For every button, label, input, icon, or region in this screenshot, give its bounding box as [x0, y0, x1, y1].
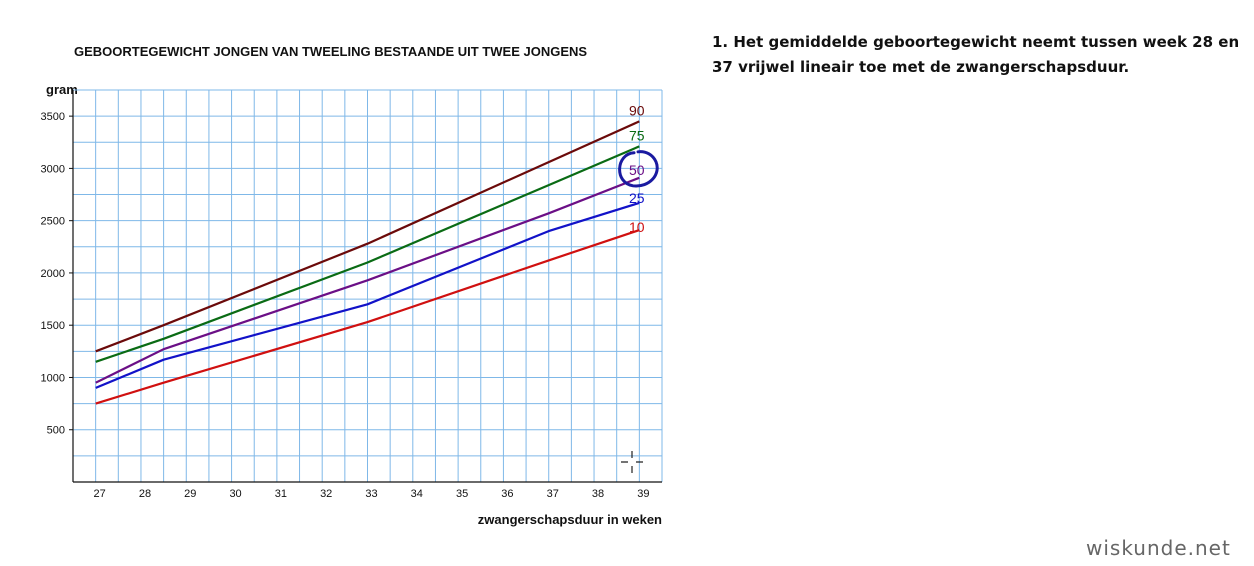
x-tick-label: 39: [637, 488, 649, 500]
x-tick-label: 31: [275, 488, 287, 500]
series-line-75: [95, 145, 640, 363]
x-tick-label: 28: [139, 488, 151, 500]
x-tick-label: 27: [94, 488, 106, 500]
chart-title: GEBOORTEGEWICHT JONGEN VAN TWEELING BEST…: [74, 44, 587, 59]
grid: [72, 89, 663, 482]
axes: [69, 90, 662, 483]
highlight-circle: [618, 150, 659, 188]
x-axis-label: zwangerschapsduur in weken: [478, 512, 662, 527]
annotations: [618, 150, 659, 473]
y-tick-label: 2000: [41, 268, 65, 280]
series-label-90: 90: [629, 102, 645, 118]
x-tick-label: 38: [592, 488, 604, 500]
x-tick-label: 33: [365, 488, 377, 500]
x-tick-label: 35: [456, 488, 468, 500]
x-tick-label: 32: [320, 488, 332, 500]
explanation-note: 1. Het gemiddelde geboortegewicht neemt …: [712, 33, 1240, 76]
x-tick-label: 29: [184, 488, 196, 500]
y-tick-label: 1000: [41, 372, 65, 384]
series-label-50: 50: [629, 162, 645, 178]
y-tick-label: 3500: [41, 111, 65, 123]
y-axis-label: gram: [46, 82, 78, 97]
series-line-50: [95, 176, 640, 384]
crosshair-cursor-icon: [621, 451, 643, 473]
series-label-75: 75: [629, 127, 645, 143]
y-tick-label: 500: [47, 425, 65, 437]
series-line-10: [95, 229, 640, 405]
x-tick-label: 37: [547, 488, 559, 500]
series-label-25: 25: [629, 190, 645, 206]
chart: GEBOORTEGEWICHT JONGEN VAN TWEELING BEST…: [41, 44, 663, 527]
x-tick-label: 30: [229, 488, 241, 500]
y-tick-label: 1500: [41, 320, 65, 332]
series-labels: 90 75 50 25 10: [629, 102, 645, 235]
series-label-10: 10: [629, 219, 645, 235]
x-tick-label: 34: [411, 488, 423, 500]
series-lines: [95, 120, 640, 405]
y-tick-label: 3000: [41, 163, 65, 175]
y-tick-label: 2500: [41, 216, 65, 228]
tick-labels: 500 1000 1500 2000 2500 3000 3500 27 28 29 30 31 32 3…: [41, 111, 650, 500]
x-tick-label: 36: [501, 488, 513, 500]
series-line-90: [95, 120, 640, 353]
brand-watermark: wiskunde.net: [1086, 536, 1231, 560]
series-line-25: [95, 201, 640, 389]
